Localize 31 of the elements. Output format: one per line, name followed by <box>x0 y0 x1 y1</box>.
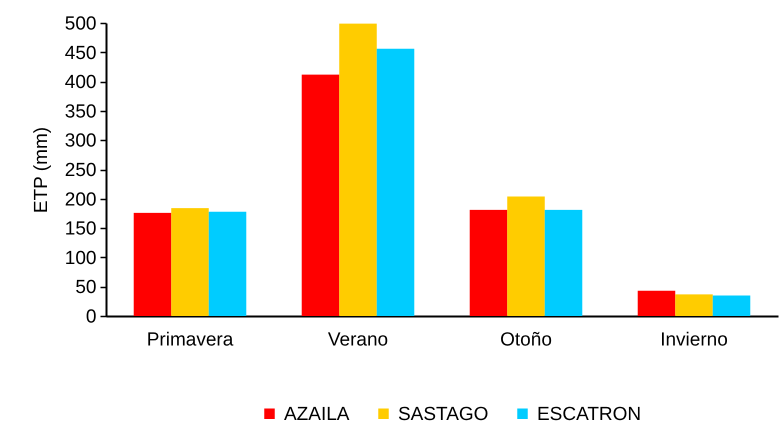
y-tick-label: 150 <box>64 218 96 240</box>
y-tick-label: 0 <box>86 306 96 328</box>
y-tick-label: 350 <box>64 101 96 122</box>
bar <box>507 196 545 316</box>
bar <box>470 210 508 316</box>
bar <box>638 290 676 316</box>
y-tick-label: 250 <box>64 160 96 181</box>
bar <box>302 74 340 316</box>
bar <box>339 24 377 316</box>
legend-label: ESCATRON <box>537 404 642 421</box>
x-tick-label: Otoño <box>500 330 552 350</box>
y-tick-label: 100 <box>64 248 96 269</box>
bar <box>675 294 713 316</box>
y-tick-label: 450 <box>64 42 96 64</box>
y-tick-label: 300 <box>64 130 96 152</box>
bar <box>208 212 246 316</box>
x-tick-label: Primavera <box>146 330 234 350</box>
x-tick-label: Verano <box>328 330 388 350</box>
y-axis-title: ETP (mm) <box>30 126 52 214</box>
legend-label: SASTAGO <box>398 404 488 421</box>
x-tick-label: Invierno <box>660 330 728 350</box>
bar <box>544 210 582 316</box>
y-tick-label: 400 <box>64 72 96 94</box>
y-tick-label: 50 <box>75 277 96 298</box>
legend-label: AZAILA <box>284 404 350 421</box>
y-tick-label: 500 <box>64 14 96 34</box>
bar <box>376 48 414 316</box>
bar <box>171 208 209 316</box>
bar <box>134 212 172 316</box>
y-tick-label: 200 <box>64 189 96 210</box>
bar <box>712 295 750 316</box>
